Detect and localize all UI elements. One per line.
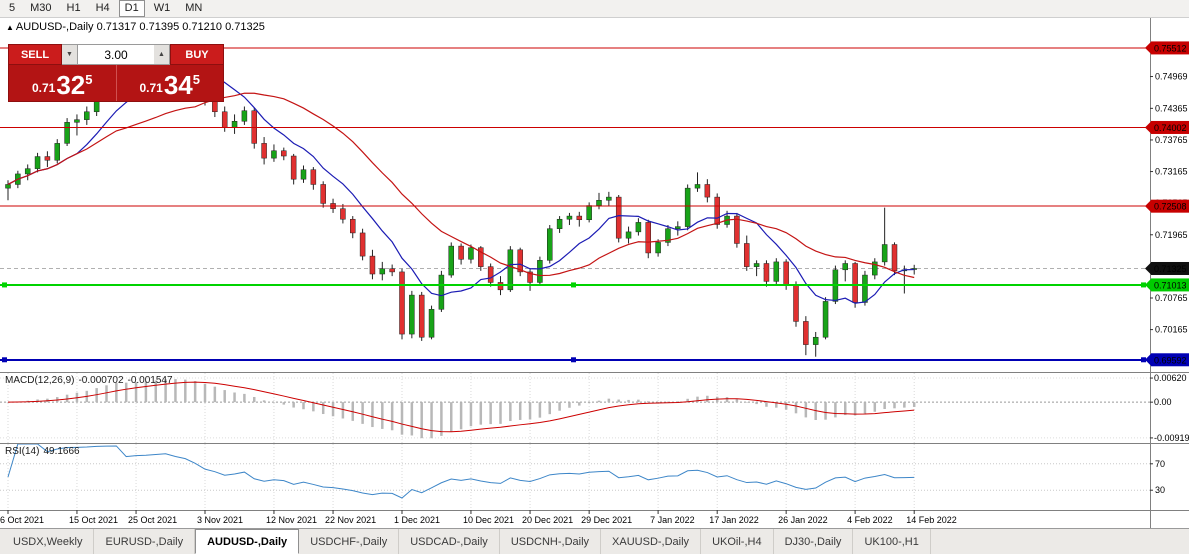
svg-text:0.74969: 0.74969 (1155, 72, 1188, 82)
chart-tab-usdchf-daily[interactable]: USDCHF-,Daily (299, 529, 400, 554)
svg-text:17 Jan 2022: 17 Jan 2022 (709, 515, 759, 525)
buy-button[interactable]: BUY (170, 44, 224, 65)
timeframe-button-m30[interactable]: M30 (30, 2, 52, 14)
timeframe-toolbar: 5 M30 H1 H4 D1 W1 MN (0, 0, 1189, 18)
svg-text:25 Oct 2021: 25 Oct 2021 (128, 515, 177, 525)
svg-text:-0.00919: -0.00919 (1154, 433, 1189, 443)
svg-text:0.70765: 0.70765 (1155, 293, 1188, 303)
svg-text:15 Oct 2021: 15 Oct 2021 (69, 515, 118, 525)
svg-text:0.70165: 0.70165 (1155, 325, 1188, 335)
svg-text:26 Jan 2022: 26 Jan 2022 (778, 515, 828, 525)
svg-text:0.69592: 0.69592 (1154, 355, 1187, 365)
macd-label: MACD(12,26,9) -0.000702 -0.001547 (5, 375, 177, 386)
chart-tab-uk100-h1[interactable]: UK100-,H1 (853, 529, 931, 554)
rsi-name: RSI(14) (5, 446, 40, 457)
chart-tab-eurusd-daily[interactable]: EURUSD-,Daily (94, 529, 196, 554)
chart-tab-audusd-daily[interactable]: AUDUSD-,Daily (195, 529, 300, 554)
svg-text:20 Dec 2021: 20 Dec 2021 (522, 515, 573, 525)
sell-price-big: 32 (56, 70, 86, 100)
chart-canvas[interactable]: 0.749690.743650.737650.731650.725650.719… (0, 18, 1189, 528)
volume-decrease-button[interactable]: ▼ (62, 44, 78, 65)
svg-text:0.74365: 0.74365 (1155, 103, 1188, 113)
timeframe-button-w1[interactable]: W1 (153, 2, 171, 14)
rsi-value: 49.1666 (43, 446, 80, 457)
chart-tab-xauusd-daily[interactable]: XAUUSD-,Daily (601, 529, 702, 554)
timeframe-button-h4[interactable]: H4 (95, 2, 110, 14)
sell-button[interactable]: SELL (8, 44, 62, 65)
timeframe-button-h1[interactable]: H1 (66, 2, 81, 14)
chart-title: ▲ AUDUSD-,Daily 0.71317 0.71395 0.71210 0… (6, 21, 265, 33)
chart-symbol-label: AUDUSD-,Daily (15, 21, 94, 33)
svg-text:3 Nov 2021: 3 Nov 2021 (197, 515, 243, 525)
svg-text:0.72508: 0.72508 (1154, 202, 1187, 212)
chart-tab-usdcnh-daily[interactable]: USDCNH-,Daily (500, 529, 602, 554)
svg-text:0.74002: 0.74002 (1154, 123, 1187, 133)
grid-lines (7, 373, 915, 510)
svg-text:0.75512: 0.75512 (1154, 43, 1187, 53)
volume-input[interactable]: 3.00 (78, 44, 154, 65)
svg-text:70: 70 (1155, 459, 1165, 469)
timeframe-button-5[interactable]: 5 (9, 2, 16, 14)
chart-tab-dj30-daily[interactable]: DJ30-,Daily (774, 529, 854, 554)
svg-text:30: 30 (1155, 485, 1165, 495)
svg-text:29 Dec 2021: 29 Dec 2021 (581, 515, 632, 525)
chart-tab-ukoil-h4[interactable]: UKOil-,H4 (701, 529, 774, 554)
one-click-trading-panel: SELL ▼ 3.00 ▲ BUY 0.71 32 5 0.71 34 5 (8, 44, 224, 102)
macd-name: MACD(12,26,9) (5, 375, 75, 386)
sell-price-prefix: 0.71 (31, 81, 56, 95)
svg-text:6 Oct 2021: 6 Oct 2021 (0, 515, 44, 525)
svg-text:0.00620: 0.00620 (1154, 373, 1187, 383)
macd-value-signal: -0.001547 (127, 375, 173, 386)
svg-text:0.73765: 0.73765 (1155, 135, 1188, 145)
buy-price[interactable]: 0.71 34 5 (117, 65, 224, 101)
volume-increase-button[interactable]: ▲ (154, 44, 170, 65)
svg-text:7 Jan 2022: 7 Jan 2022 (650, 515, 695, 525)
svg-text:10 Dec 2021: 10 Dec 2021 (463, 515, 514, 525)
chart-tabs-bar: USDX,Weekly EURUSD-,Daily AUDUSD-,Daily USD… (0, 528, 1189, 554)
svg-text:12 Nov 2021: 12 Nov 2021 (266, 515, 317, 525)
chart-tab-usdx-weekly[interactable]: USDX,Weekly (2, 529, 95, 554)
chart-tab-usdcad-daily[interactable]: USDCAD-,Daily (399, 529, 500, 554)
svg-text:0.71965: 0.71965 (1155, 230, 1188, 240)
svg-text:0.00: 0.00 (1154, 397, 1172, 407)
macd-value-main: -0.000702 (78, 375, 124, 386)
svg-text:0.71013: 0.71013 (1154, 280, 1187, 290)
sell-price[interactable]: 0.71 32 5 (9, 65, 117, 101)
sell-price-sup: 5 (85, 72, 93, 87)
svg-text:0.71325: 0.71325 (1154, 264, 1187, 274)
buy-price-prefix: 0.71 (139, 81, 163, 95)
svg-text:0.73165: 0.73165 (1155, 167, 1188, 177)
chart-ohlc-values: 0.71317 0.71395 0.71210 0.71325 (96, 21, 265, 33)
svg-text:14 Feb 2022: 14 Feb 2022 (906, 515, 957, 525)
svg-text:1 Dec 2021: 1 Dec 2021 (394, 515, 440, 525)
rsi-label: RSI(14) 49.1666 (5, 446, 84, 457)
chart-marker-icon: ▲ (6, 23, 14, 32)
buy-price-big: 34 (163, 70, 193, 100)
buy-price-sup: 5 (192, 72, 200, 87)
svg-text:22 Nov 2021: 22 Nov 2021 (325, 515, 376, 525)
svg-text:4 Feb 2022: 4 Feb 2022 (847, 515, 893, 525)
timeframe-button-d1[interactable]: D1 (118, 0, 145, 17)
timeframe-button-mn[interactable]: MN (185, 2, 203, 14)
